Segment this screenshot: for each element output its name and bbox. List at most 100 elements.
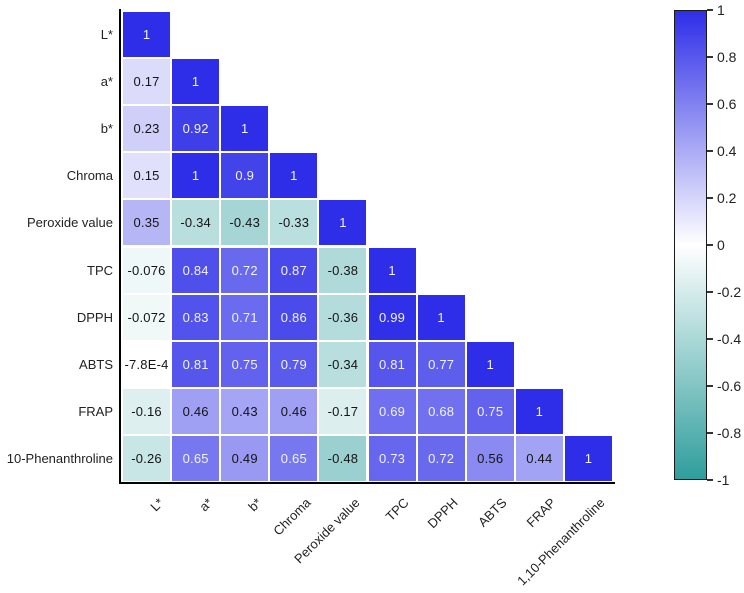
heatmap-cell: 0.75 (220, 340, 270, 388)
cell-value: -0.26 (131, 450, 162, 466)
heatmap-cell: -0.38 (318, 246, 368, 294)
heatmap-cell: 1 (367, 246, 417, 294)
colorbar-tick-mark (707, 150, 713, 152)
cell-value: 0.75 (231, 356, 258, 372)
y-axis-label: ABTS (79, 356, 113, 372)
x-axis-label-text: FRAP (523, 495, 559, 531)
heatmap-cell: 0.81 (171, 340, 221, 388)
cell-value: 0.46 (280, 403, 307, 419)
y-axis-label: DPPH (76, 309, 113, 325)
y-axis-line (119, 9, 121, 484)
heatmap-cell: 0.49 (220, 434, 270, 482)
cell-value: 0.49 (231, 450, 258, 466)
heatmap-cell: 1 (514, 387, 564, 435)
heatmap-cell: 0.75 (465, 387, 515, 435)
colorbar-tick-mark (707, 197, 713, 199)
cell-value: 1 (437, 309, 445, 325)
heatmap-cell: 0.44 (514, 434, 564, 482)
heatmap-cell: 0.17 (122, 58, 172, 106)
colorbar-tick-mark (707, 385, 713, 387)
cell-value: 0.77 (428, 356, 455, 372)
heatmap-cell: 1 (318, 199, 368, 247)
heatmap-cell: 0.35 (122, 199, 172, 247)
heatmap-cell: 0.77 (416, 340, 466, 388)
heatmap-cell: -0.16 (122, 387, 172, 435)
cell-value: 0.17 (133, 74, 160, 90)
cell-value: -7.8E-4 (124, 356, 169, 372)
y-axis-label: b* (100, 121, 113, 137)
cell-value: -0.34 (180, 215, 211, 231)
cell-value: 0.69 (378, 403, 406, 419)
x-axis-label-text: ABTS (475, 495, 510, 530)
cell-value: 0.9 (235, 168, 255, 184)
cell-value: 1 (241, 121, 249, 137)
cell-value: 0.44 (526, 450, 553, 466)
cell-value: 0.65 (182, 450, 209, 466)
y-axis-label: Chroma (66, 168, 113, 184)
heatmap-grid: 1 0.17 1 0.23 0.92 1 0.15 1 0.9 1 0.35 -0.34 -0.43 -0… (122, 11, 614, 483)
heatmap-cell: 0.86 (269, 293, 319, 341)
heatmap-cell: 1 (171, 58, 221, 106)
cell-value: -0.072 (127, 309, 166, 325)
cell-value: 1 (339, 215, 347, 231)
heatmap-cell: 1 (171, 152, 221, 200)
cell-value: 0.84 (182, 262, 209, 278)
cell-value: -0.34 (327, 356, 359, 372)
colorbar-tick-label: 0 (717, 237, 725, 253)
colorbar-tick-mark (707, 338, 713, 340)
heatmap-cell: 0.65 (171, 434, 221, 482)
cell-value: 0.65 (280, 450, 307, 466)
heatmap-cell: -0.072 (122, 293, 172, 341)
cell-value: -0.36 (327, 309, 359, 325)
colorbar-tick-mark (707, 244, 713, 246)
x-axis-label-text: L* (146, 495, 167, 515)
heatmap-cell: 0.83 (171, 293, 221, 341)
heatmap-cell: -0.48 (318, 434, 368, 482)
x-axis-label-text: b* (245, 495, 265, 515)
colorbar-tick-label: 0.6 (717, 96, 737, 112)
heatmap-cell: 0.68 (416, 387, 466, 435)
cell-value: -0.38 (327, 262, 359, 278)
cell-value: 0.87 (280, 262, 307, 278)
heatmap-cell: -0.076 (122, 246, 172, 294)
heatmap-cell: 0.65 (269, 434, 319, 482)
cell-value: 0.86 (280, 309, 307, 325)
cell-value: 0.46 (182, 403, 209, 419)
cell-value: 1 (191, 74, 200, 90)
heatmap-cell: -7.8E-4 (122, 340, 172, 388)
heatmap-cell: 0.46 (269, 387, 319, 435)
x-axis-label-text: a* (195, 495, 216, 515)
cell-value: 0.35 (133, 215, 160, 231)
colorbar-tick-label: 0.4 (717, 143, 737, 159)
heatmap-cell: -0.34 (318, 340, 368, 388)
heatmap-cell: 0.71 (220, 293, 270, 341)
y-axis-label: Peroxide value (27, 215, 113, 231)
cell-value: 1 (535, 403, 544, 419)
cell-value: -0.43 (229, 215, 261, 231)
cell-value: 0.56 (477, 450, 504, 466)
heatmap-cell: 0.56 (465, 434, 515, 482)
cell-value: 0.73 (378, 450, 406, 466)
colorbar-tick-mark (707, 103, 713, 105)
cell-value: 0.71 (231, 309, 258, 325)
heatmap-cell: 0.92 (171, 105, 221, 153)
heatmap-cell: 0.43 (220, 387, 270, 435)
heatmap-cell: 1 (465, 340, 515, 388)
colorbar-tick-label: -0.2 (717, 284, 742, 300)
heatmap-cell: 1 (269, 152, 319, 200)
heatmap-cell: 1 (122, 11, 172, 59)
y-axis-label: L* (100, 27, 113, 43)
heatmap-cell: 0.72 (220, 246, 270, 294)
cell-value: 1 (486, 356, 494, 372)
heatmap-cell: 0.46 (171, 387, 221, 435)
colorbar-tick-label: -0.6 (717, 378, 742, 394)
colorbar (674, 10, 707, 480)
heatmap-cell: 0.15 (122, 152, 172, 200)
colorbar-tick-label: 0.8 (717, 49, 737, 65)
cell-value: 0.72 (428, 450, 455, 466)
cell-value: -0.076 (127, 262, 166, 278)
heatmap-cell: 1 (220, 105, 270, 153)
y-axis-label: TPC (87, 262, 113, 278)
x-axis-label-text: TPC (382, 495, 412, 524)
